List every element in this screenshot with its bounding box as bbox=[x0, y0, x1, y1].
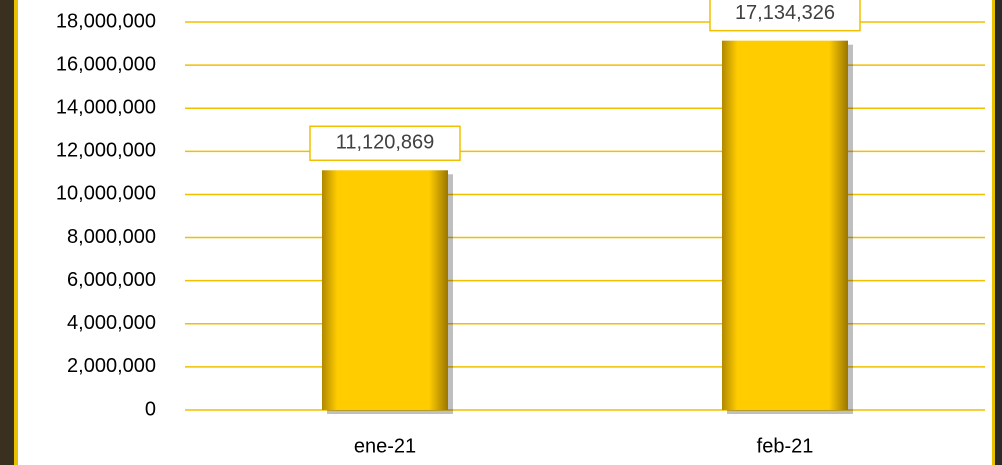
data-label-box bbox=[709, 0, 861, 32]
data-label-box bbox=[309, 125, 461, 162]
y-tick-label: 2,000,000 bbox=[67, 355, 156, 377]
bar bbox=[322, 170, 448, 410]
y-tick-label: 12,000,000 bbox=[56, 140, 156, 162]
y-tick-label: 16,000,000 bbox=[56, 53, 156, 75]
y-tick-label: 4,000,000 bbox=[67, 312, 156, 334]
y-tick-label: 0 bbox=[145, 398, 156, 420]
y-tick-label: 10,000,000 bbox=[56, 183, 156, 205]
y-tick-label: 6,000,000 bbox=[67, 269, 156, 291]
right-edge bbox=[995, 0, 1002, 465]
x-tick-label: ene-21 bbox=[354, 435, 416, 457]
y-tick-label: 14,000,000 bbox=[56, 97, 156, 119]
x-tick-label: feb-21 bbox=[757, 435, 814, 457]
right-border bbox=[992, 0, 995, 465]
y-tick-label: 18,000,000 bbox=[56, 10, 156, 32]
data-label: 17,134,326 bbox=[735, 2, 835, 24]
data-label: 11,120,869 bbox=[336, 132, 435, 154]
left-border bbox=[14, 0, 18, 465]
y-tick-label: 8,000,000 bbox=[67, 226, 156, 248]
left-edge bbox=[0, 0, 14, 465]
bar bbox=[722, 40, 848, 410]
